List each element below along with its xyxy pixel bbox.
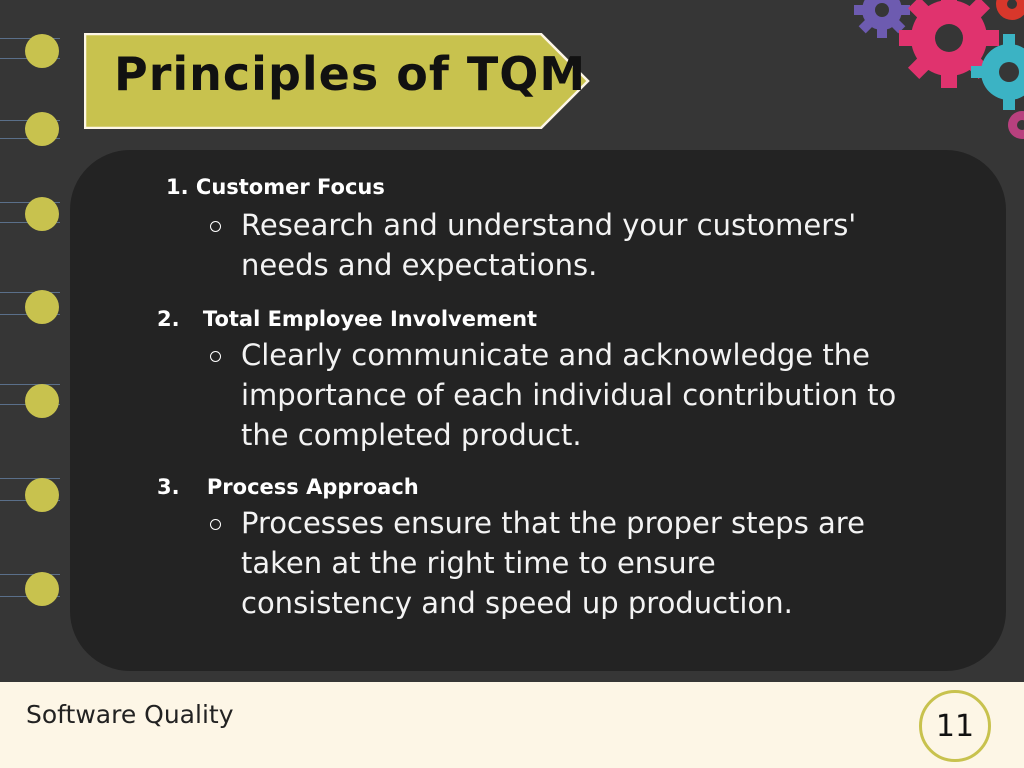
title-banner-shape: [84, 33, 590, 129]
description-line: importance of each individual contributi…: [241, 378, 897, 412]
principle-description: Research and understand your customers' …: [241, 205, 941, 285]
gear-icon: [1008, 111, 1024, 139]
page-title: Principles of TQM: [114, 47, 587, 101]
description-line: consistency and speed up production.: [241, 586, 793, 620]
description-line: Processes ensure that the proper steps a…: [241, 506, 865, 540]
description-line: needs and expectations.: [241, 248, 598, 282]
description-line: the completed product.: [241, 418, 582, 452]
binding-hole: [25, 290, 59, 324]
principle-item: 1. Customer Focus: [166, 175, 385, 199]
content-panel: [70, 150, 1006, 671]
principle-item: 2. Total Employee Involvement: [157, 307, 537, 331]
gear-cluster-icon: [854, 0, 1024, 139]
description-line: Clearly communicate and acknowledge the: [241, 338, 870, 372]
title-banner: Principles of TQM: [84, 33, 590, 129]
principle-heading-row: 2. Total Employee Involvement: [157, 307, 537, 331]
principle-heading-row: 3. Process Approach: [157, 475, 419, 499]
bullet-circle-icon: [210, 221, 221, 232]
principle-description: Clearly communicate and acknowledge the …: [241, 335, 961, 455]
page-number-badge: 11: [919, 690, 991, 762]
description-line: Research and understand your customers': [241, 208, 857, 242]
principle-heading: Process Approach: [206, 475, 419, 499]
principle-description: Processes ensure that the proper steps a…: [241, 503, 961, 623]
principle-heading-row: 1. Customer Focus: [166, 175, 385, 199]
gear-icon: [996, 0, 1024, 20]
principle-number: 3.: [157, 475, 180, 499]
binding-hole: [25, 197, 59, 231]
binding-hole: [25, 384, 59, 418]
principle-heading: Customer Focus: [195, 175, 385, 199]
principle-item: 3. Process Approach: [157, 475, 419, 499]
course-name: Software Quality: [26, 700, 234, 729]
slide-footer: Software Quality 11: [0, 682, 1024, 768]
principle-number: 2.: [157, 307, 180, 331]
binding-line: [0, 292, 60, 293]
bullet-circle-icon: [210, 519, 221, 530]
description-line: taken at the right time to ensure: [241, 546, 716, 580]
binding-line: [0, 478, 60, 479]
gear-icon: [971, 34, 1024, 110]
binding-hole: [25, 34, 59, 68]
binding-line: [0, 574, 60, 575]
binding-hole: [25, 112, 59, 146]
principle-number: 1.: [166, 175, 189, 199]
binding-line: [0, 384, 60, 385]
page-number: 11: [935, 708, 975, 744]
binding-hole: [25, 572, 59, 606]
principle-heading: Total Employee Involvement: [202, 307, 538, 331]
bullet-circle-icon: [210, 351, 221, 362]
binding-hole: [25, 478, 59, 512]
